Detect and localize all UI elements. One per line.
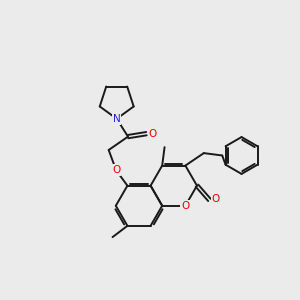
Text: N: N [113, 114, 121, 124]
Text: O: O [149, 129, 157, 139]
Text: O: O [112, 165, 120, 175]
Text: O: O [212, 194, 220, 204]
Text: O: O [181, 201, 190, 211]
